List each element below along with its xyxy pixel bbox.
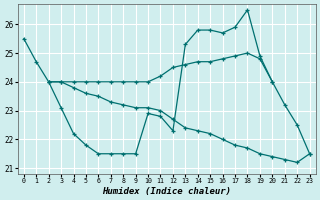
X-axis label: Humidex (Indice chaleur): Humidex (Indice chaleur) [102,187,231,196]
